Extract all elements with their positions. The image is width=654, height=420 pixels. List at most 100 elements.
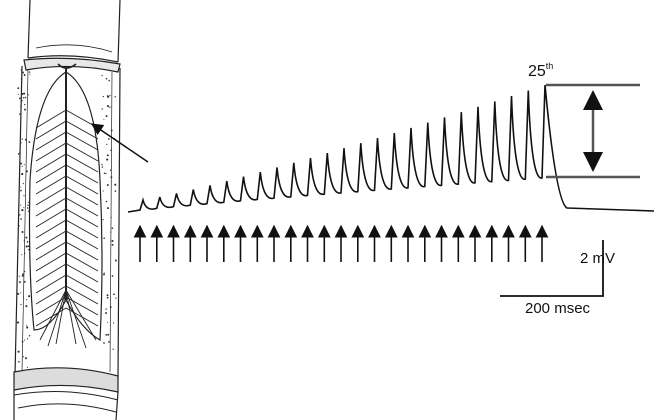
stipple-dot	[20, 186, 22, 188]
stipple-dot	[21, 92, 24, 95]
stipple-dot	[25, 245, 28, 248]
stipple-dot	[106, 95, 108, 97]
stipple-dot	[27, 245, 30, 247]
stipple-dot	[102, 95, 105, 98]
stipple-dot	[21, 274, 24, 277]
time-scale-label: 200 msec	[525, 300, 591, 317]
muscle-fiber	[35, 153, 99, 173]
muscle-fiber	[35, 252, 99, 272]
stipple-dot	[111, 239, 114, 243]
stipple-dot	[106, 184, 109, 186]
stipple-dot	[21, 209, 24, 212]
stipple-dot	[21, 340, 24, 343]
stipple-dot	[110, 176, 113, 179]
stipple-dot	[20, 303, 22, 306]
stipple-dot	[114, 190, 117, 192]
stimulus-arrows	[133, 224, 549, 262]
stipple-dot	[20, 105, 22, 108]
stipple-dot	[108, 79, 110, 82]
stipple-dot	[115, 297, 117, 299]
stipple-dot	[20, 292, 22, 294]
stipple-dot	[26, 338, 29, 340]
stipple-dot	[24, 252, 26, 254]
stipple-dot	[27, 210, 30, 212]
stipple-dot	[106, 143, 108, 146]
stipple-dot	[22, 182, 24, 185]
stipple-dot	[101, 108, 103, 110]
stipple-dot	[114, 96, 116, 98]
upper-joint	[23, 57, 121, 73]
stipple-dot	[23, 74, 26, 76]
voltage-trace	[127, 84, 654, 213]
stipple-dot	[106, 296, 109, 299]
stipple-dot	[103, 272, 105, 274]
stipple-dot	[28, 94, 30, 96]
stipple-dot	[114, 183, 117, 186]
stipple-dot	[105, 172, 107, 175]
stipple-dot	[24, 138, 27, 141]
stipple-dot	[105, 77, 108, 80]
stipple-dot	[21, 165, 23, 167]
stipple-dot	[101, 166, 104, 168]
muscle-fiber	[35, 175, 99, 195]
stipple-dot	[17, 153, 20, 155]
muscle-fiber	[35, 142, 99, 162]
stipple-dot	[17, 350, 20, 353]
stipple-dot	[112, 348, 114, 350]
stipple-dot	[102, 218, 104, 221]
stipple-dot	[25, 305, 28, 308]
stipple-dot	[110, 231, 112, 233]
stipple-dot	[26, 324, 28, 326]
stipple-dot	[17, 292, 20, 295]
stipple-dot	[102, 190, 104, 192]
stipple-dot	[28, 335, 31, 337]
stipple-dot	[27, 201, 29, 203]
stipple-dot	[23, 240, 25, 242]
stipple-dot	[28, 141, 31, 143]
stipple-dot	[101, 164, 103, 166]
stipple-dot	[28, 71, 31, 73]
stipple-dot	[111, 227, 114, 230]
stipple-dot	[26, 241, 29, 243]
stipple-dot	[19, 162, 23, 165]
voltage-scale-label: 2 mV	[580, 250, 615, 267]
pulse-number-label: 25th	[528, 61, 553, 80]
main-segment-outline	[14, 65, 121, 381]
muscle-fiber	[35, 274, 99, 294]
stipple-dot	[25, 170, 28, 173]
stipple-dot	[106, 154, 109, 157]
stipple-dot	[17, 93, 19, 96]
stipple-dot	[109, 306, 112, 309]
lower-joint	[13, 367, 119, 393]
stipple-dot	[108, 138, 110, 140]
stipple-dot	[105, 312, 108, 314]
amplitude-bracket	[546, 83, 640, 179]
stipple-dot	[22, 296, 24, 298]
scale-bar	[500, 240, 604, 297]
stipple-dot	[106, 207, 110, 210]
muscle-fiber	[39, 289, 67, 341]
pointer-arrow	[91, 123, 149, 163]
stipple-dot	[23, 195, 25, 197]
stipple-dot	[110, 129, 113, 132]
stipple-dot	[19, 97, 21, 100]
stipple-dot	[29, 203, 31, 205]
stipple-dot	[101, 74, 103, 77]
stipple-dot	[29, 256, 31, 258]
stipple-dot	[103, 237, 105, 239]
cuticle-stippling	[16, 69, 117, 368]
stipple-dot	[24, 357, 28, 360]
stipple-dot	[19, 151, 21, 154]
stipple-dot	[20, 189, 22, 192]
stipple-dot	[107, 333, 110, 336]
stipple-dot	[18, 360, 20, 363]
stipple-dot	[21, 138, 23, 140]
stipple-dot	[103, 342, 105, 344]
stipple-dot	[21, 172, 24, 176]
leg-segment-illustration	[13, 0, 121, 420]
stipple-dot	[106, 105, 109, 108]
muscle-fiber	[35, 230, 99, 250]
muscle-fiber	[35, 241, 99, 261]
stipple-dot	[19, 214, 21, 216]
